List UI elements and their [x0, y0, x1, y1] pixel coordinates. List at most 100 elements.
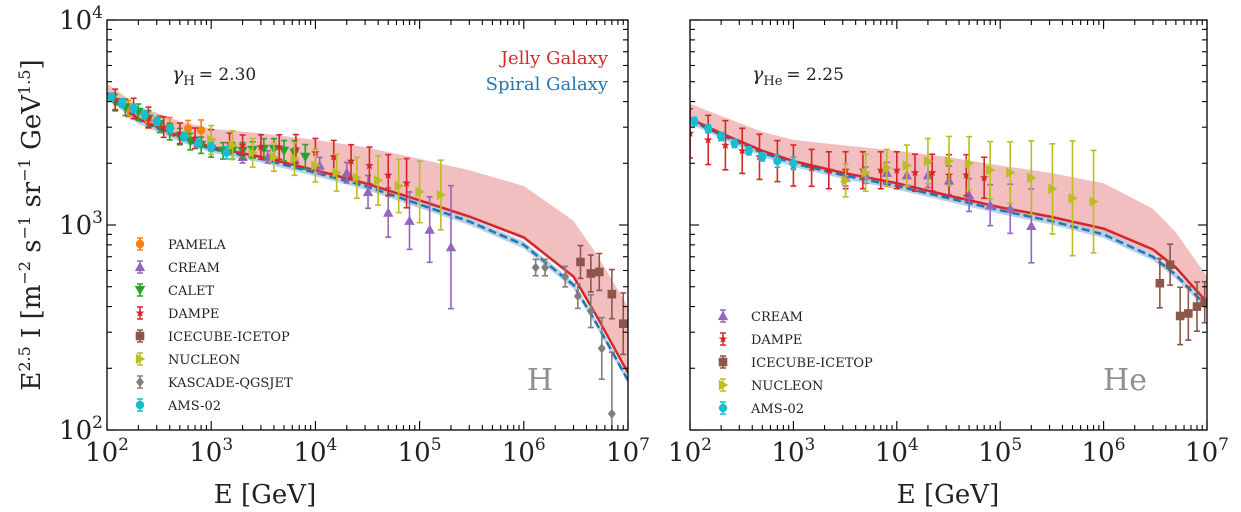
x-tick-label: 107	[606, 435, 650, 468]
series-ams-02	[107, 92, 231, 160]
data-point	[716, 132, 726, 141]
legend-label: DAMPE	[751, 333, 802, 348]
legend-marker	[135, 353, 146, 365]
y-tick-label: 104	[59, 3, 103, 36]
legend-entry-nucleon: NUCLEON	[718, 378, 823, 394]
data-point	[1006, 167, 1016, 178]
data-point	[196, 126, 206, 135]
data-point	[573, 291, 582, 302]
x-tick-label: 106	[1082, 435, 1126, 468]
data-point	[690, 128, 695, 137]
legend-entry-kascade-qgsjet: KASCADE-QGSJET	[136, 375, 293, 391]
data-point	[964, 158, 975, 169]
data-point	[730, 139, 739, 148]
data-point	[362, 186, 374, 197]
legend-label: PAMELA	[168, 238, 226, 253]
legend-label: NUCLEON	[168, 353, 240, 368]
legend-marker	[134, 261, 146, 272]
data-point	[275, 142, 284, 151]
legend-entry-nucleon: NUCLEON	[135, 352, 240, 368]
y-tick-label: 103	[59, 208, 103, 241]
data-point	[597, 343, 606, 354]
data-point	[193, 139, 203, 148]
y-axis-label: E2.5 I [m−2 s−1 sr−1 GeV1.5]	[15, 59, 47, 390]
legend: PAMELA CREAM CALET DAMPE ICECUBE-ICETOP NUCLE…	[134, 237, 293, 414]
legend-label: CALET	[168, 284, 214, 299]
data-point	[111, 94, 120, 103]
legend-entry-dampe: DAMPE	[135, 306, 219, 322]
data-point	[183, 124, 193, 133]
series-nucleon	[207, 124, 447, 231]
series-dampe	[690, 107, 989, 200]
data-point	[152, 117, 161, 126]
data-point	[986, 165, 996, 176]
y-tick-label: 102	[59, 413, 103, 446]
data-point	[107, 93, 116, 102]
data-point	[175, 128, 185, 137]
legend-marker	[136, 377, 144, 387]
data-point	[1027, 172, 1037, 183]
data-point	[1175, 311, 1185, 321]
data-point	[346, 156, 356, 165]
data-point	[703, 135, 713, 144]
data-point	[944, 155, 955, 167]
legend-label: DAMPE	[168, 307, 219, 322]
x-tick-label: 102	[85, 435, 129, 468]
data-point	[436, 189, 447, 201]
x-axis-label-left: E [GeV]	[214, 480, 316, 510]
data-point	[365, 161, 374, 170]
data-point	[910, 168, 920, 177]
data-point	[179, 132, 189, 141]
data-point	[300, 152, 311, 163]
data-point	[607, 289, 617, 299]
data-point	[1192, 302, 1202, 311]
x-tick-label: 105	[398, 435, 442, 468]
data-point	[118, 98, 127, 107]
data-point	[984, 199, 996, 210]
legend: CREAM DAMPE ICECUBE-ICETOP NUCLEON AMS-02	[717, 309, 873, 417]
data-point	[352, 172, 363, 183]
x-tick-label: 107	[1185, 435, 1229, 468]
data-point	[373, 175, 384, 186]
legend-marker	[135, 239, 145, 249]
legend-label: KASCADE-QGSJET	[168, 376, 293, 391]
data-point	[207, 142, 216, 152]
x-axis-label-right: E [GeV]	[897, 480, 999, 510]
data-point	[165, 124, 174, 133]
legend-entry-icecube-icetop: ICECUBE-ICETOP	[718, 355, 873, 371]
data-point	[882, 162, 892, 174]
data-point	[618, 319, 628, 329]
data-point	[841, 175, 851, 186]
data-point	[238, 140, 247, 149]
legend-label: ICECUBE-ICETOP	[751, 356, 873, 371]
data-point	[159, 122, 168, 131]
x-tick-label: 106	[502, 435, 546, 468]
data-point	[332, 167, 342, 178]
data-point	[1005, 203, 1016, 213]
legend-marker	[135, 400, 145, 410]
species-label: H	[527, 363, 553, 398]
series-nucleon	[841, 135, 1099, 257]
data-point	[228, 140, 238, 151]
panel-hydrogen: 102 103 104 105 106 107 102 103 104 γH = 2.30 H Jell…	[59, 3, 650, 468]
data-point	[1155, 278, 1165, 288]
series-ams-02	[690, 116, 798, 171]
data-point	[341, 167, 352, 177]
data-point	[876, 165, 886, 174]
jelly-galaxy-band	[107, 83, 628, 373]
data-point	[1165, 260, 1175, 270]
legend-label: ICECUBE-ICETOP	[168, 330, 290, 345]
legend-label: NUCLEON	[751, 379, 823, 394]
data-point	[773, 156, 782, 166]
data-point	[1068, 193, 1078, 204]
data-point	[586, 269, 596, 278]
x-tick-label: 103	[189, 435, 233, 468]
data-point	[190, 133, 200, 142]
legend-entry-pamela: PAMELA	[135, 237, 226, 253]
data-point	[902, 160, 913, 171]
series-icecube-icetop	[1155, 243, 1207, 346]
data-point	[445, 241, 457, 252]
data-point	[979, 173, 989, 182]
x-tick-label: 104	[875, 435, 919, 468]
